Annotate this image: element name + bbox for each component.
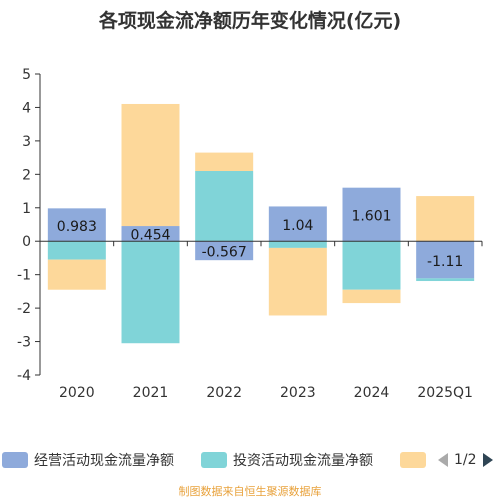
bar-2-2023 xyxy=(268,247,327,316)
legend-item-investing[interactable]: 投资活动现金流量净额 xyxy=(201,447,373,473)
legend-label: 投资活动现金流量净额 xyxy=(233,453,373,469)
bar-1-2021 xyxy=(121,241,180,344)
y-tick-label: -2 xyxy=(17,301,31,317)
x-tick-label: 2024 xyxy=(354,385,390,401)
bar-1-2023 xyxy=(268,241,327,248)
data-label: 0.983 xyxy=(57,219,97,235)
legend-item-operating[interactable]: 经营活动现金流量净额 xyxy=(2,447,174,473)
x-tick-label: 2021 xyxy=(133,385,169,401)
data-label: 1.04 xyxy=(282,218,313,234)
legend-pager: 1/2 xyxy=(438,447,493,473)
y-tick-label: -1 xyxy=(17,268,31,284)
bar-1-2025Q1 xyxy=(416,278,475,282)
y-tick-label: 0 xyxy=(22,234,31,250)
bar-2-2021 xyxy=(121,103,180,227)
bar-0-2025Q1 xyxy=(416,241,475,279)
y-tick-label: 1 xyxy=(22,201,31,217)
legend: 经营活动现金流量净额 投资活动现金流量净额 1/2 xyxy=(0,447,500,473)
data-source-note: 制图数据来自恒生聚源数据库 xyxy=(178,485,322,498)
bar-2-2022 xyxy=(195,152,254,171)
data-label: 1.601 xyxy=(351,208,391,224)
bar-1-2024 xyxy=(342,241,401,290)
bar-0-2024 xyxy=(342,187,401,242)
legend-swatch xyxy=(201,452,227,468)
bar-2-2024 xyxy=(342,289,401,304)
y-tick-label: 2 xyxy=(22,167,31,183)
data-label: 0.454 xyxy=(130,228,170,244)
y-tick-label: -3 xyxy=(17,335,31,351)
legend-item-financing[interactable] xyxy=(400,447,432,473)
legend-swatch xyxy=(400,452,426,468)
prev-page-icon[interactable] xyxy=(438,453,448,467)
y-tick-label: -4 xyxy=(17,368,31,384)
bar-0-2021 xyxy=(121,226,180,242)
bar-0-2022 xyxy=(195,241,254,261)
data-label: -0.567 xyxy=(202,245,247,261)
x-tick-label: 2022 xyxy=(206,385,242,401)
legend-page-indicator: 1/2 xyxy=(454,452,477,468)
x-tick-label: 2023 xyxy=(280,385,316,401)
y-tick-label: 4 xyxy=(22,100,31,116)
legend-swatch xyxy=(2,452,28,468)
y-tick-label: 3 xyxy=(22,134,31,150)
data-label: -1.11 xyxy=(427,254,463,270)
chart-title: 各项现金流净额历年变化情况(亿元) xyxy=(98,10,402,32)
bar-1-2020 xyxy=(47,241,106,260)
bar-2-2025Q1 xyxy=(416,196,475,242)
bar-1-2022 xyxy=(195,170,254,242)
bar-0-2020 xyxy=(47,208,106,242)
bar-0-2023 xyxy=(268,206,327,242)
legend-label: 经营活动现金流量净额 xyxy=(34,453,174,469)
y-tick-label: 5 xyxy=(22,67,31,83)
x-tick-label: 2025Q1 xyxy=(417,385,473,401)
x-tick-label: 2020 xyxy=(59,385,95,401)
bar-2-2020 xyxy=(47,259,106,290)
next-page-icon[interactable] xyxy=(482,453,493,467)
